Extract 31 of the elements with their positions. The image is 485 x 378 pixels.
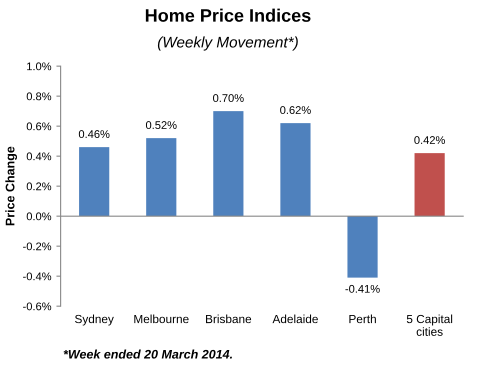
y-tick-label: -0.6%: [23, 302, 52, 310]
y-tick-label: -0.2%: [23, 242, 52, 250]
y-axis-title: Price Change: [5, 146, 18, 226]
y-tick-label: 0.2%: [26, 182, 52, 190]
x-tick-label: Melbourne: [134, 314, 189, 324]
bar: [347, 216, 378, 278]
bar: [146, 138, 176, 216]
bar: [414, 153, 445, 216]
x-tick-label: Adelaide: [272, 314, 318, 324]
data-label: 0.46%: [78, 130, 110, 138]
y-tick-label: 0.6%: [26, 122, 52, 130]
y-tick-label: 0.4%: [26, 152, 52, 160]
y-tick-label: -0.4%: [23, 272, 52, 280]
data-label: 0.62%: [280, 106, 311, 114]
x-tick-label: Brisbane: [206, 314, 252, 324]
data-label: 0.70%: [213, 94, 244, 102]
text: *Week ended 20 March 2014.: [64, 349, 232, 359]
chart-title: Home Price Indices: [146, 8, 311, 22]
x-tick-label: 5 Capital cities: [406, 314, 452, 336]
bar: [213, 111, 244, 216]
bar: [79, 147, 110, 216]
data-label: 0.52%: [146, 121, 177, 130]
data-label: 0.42%: [414, 136, 445, 144]
y-tick-label: 1.0%: [27, 62, 52, 70]
data-label: -0.41%: [345, 284, 380, 293]
y-tick-label: 0.0%: [26, 212, 52, 220]
bar: [280, 123, 311, 216]
x-tick-label: Perth: [349, 314, 376, 324]
y-tick-label: 0.8%: [26, 92, 52, 100]
x-tick-label: Sydney: [75, 314, 114, 326]
chart-subtitle: (Weekly Movement*): [158, 36, 298, 51]
